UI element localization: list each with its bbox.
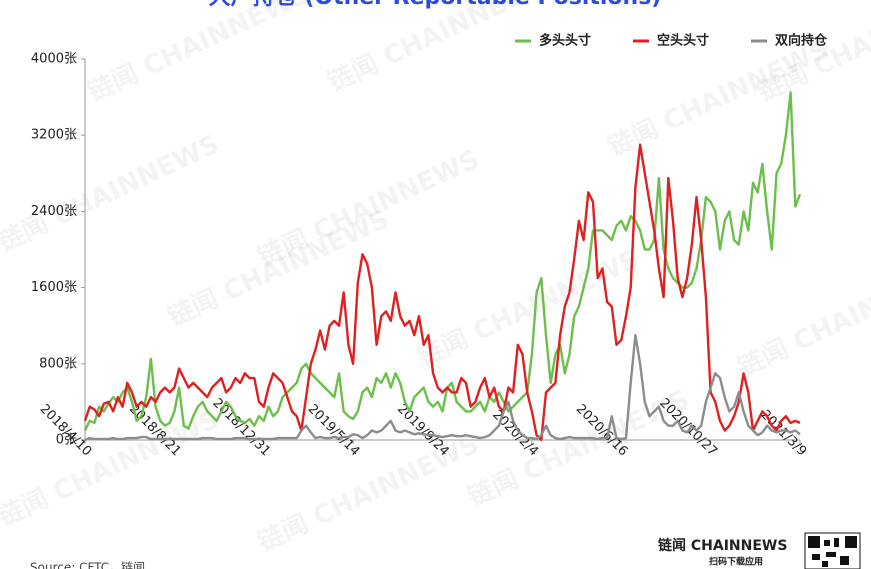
logo: 链闻 CHAINNEWS (658, 537, 787, 554)
legend-label: 双向持仓 (775, 33, 828, 49)
watermark: 链闻 CHAINNEWS (323, 0, 554, 98)
y-tick-label: 4000张 (31, 52, 77, 67)
x-tick-label: 2019/5/14 (305, 402, 363, 460)
series-line (83, 143, 801, 442)
watermark: 链闻 CHAINNEWS (0, 128, 224, 258)
qr-code (804, 532, 861, 569)
watermark: 链闻 CHAINNEWS (413, 243, 644, 373)
logo-caption: 扫码下载应用 (709, 556, 763, 568)
y-tick-label: 3200张 (31, 128, 77, 143)
y-tick-label: 800张 (39, 356, 77, 371)
watermark: 链闻 CHAINNEWS (733, 253, 871, 383)
source: Source: CFTC，链闻 (30, 560, 145, 569)
y-tick-label: 1600张 (31, 280, 77, 295)
legend-label: 多头头寸 (539, 33, 591, 49)
legend-label: 空头头寸 (657, 33, 709, 49)
watermark: 链闻 CHAINNEWS (753, 0, 871, 108)
series-line (84, 334, 801, 442)
chart-title: 大户持仓 (Other Reportable Positions) (209, 0, 662, 10)
watermark: 链闻 CHAINNEWS (603, 33, 834, 163)
y-tick-label: 0张 (56, 433, 77, 448)
y-tick-label: 2400张 (31, 204, 77, 219)
watermark: 链闻 CHAINNEWS (83, 0, 314, 108)
